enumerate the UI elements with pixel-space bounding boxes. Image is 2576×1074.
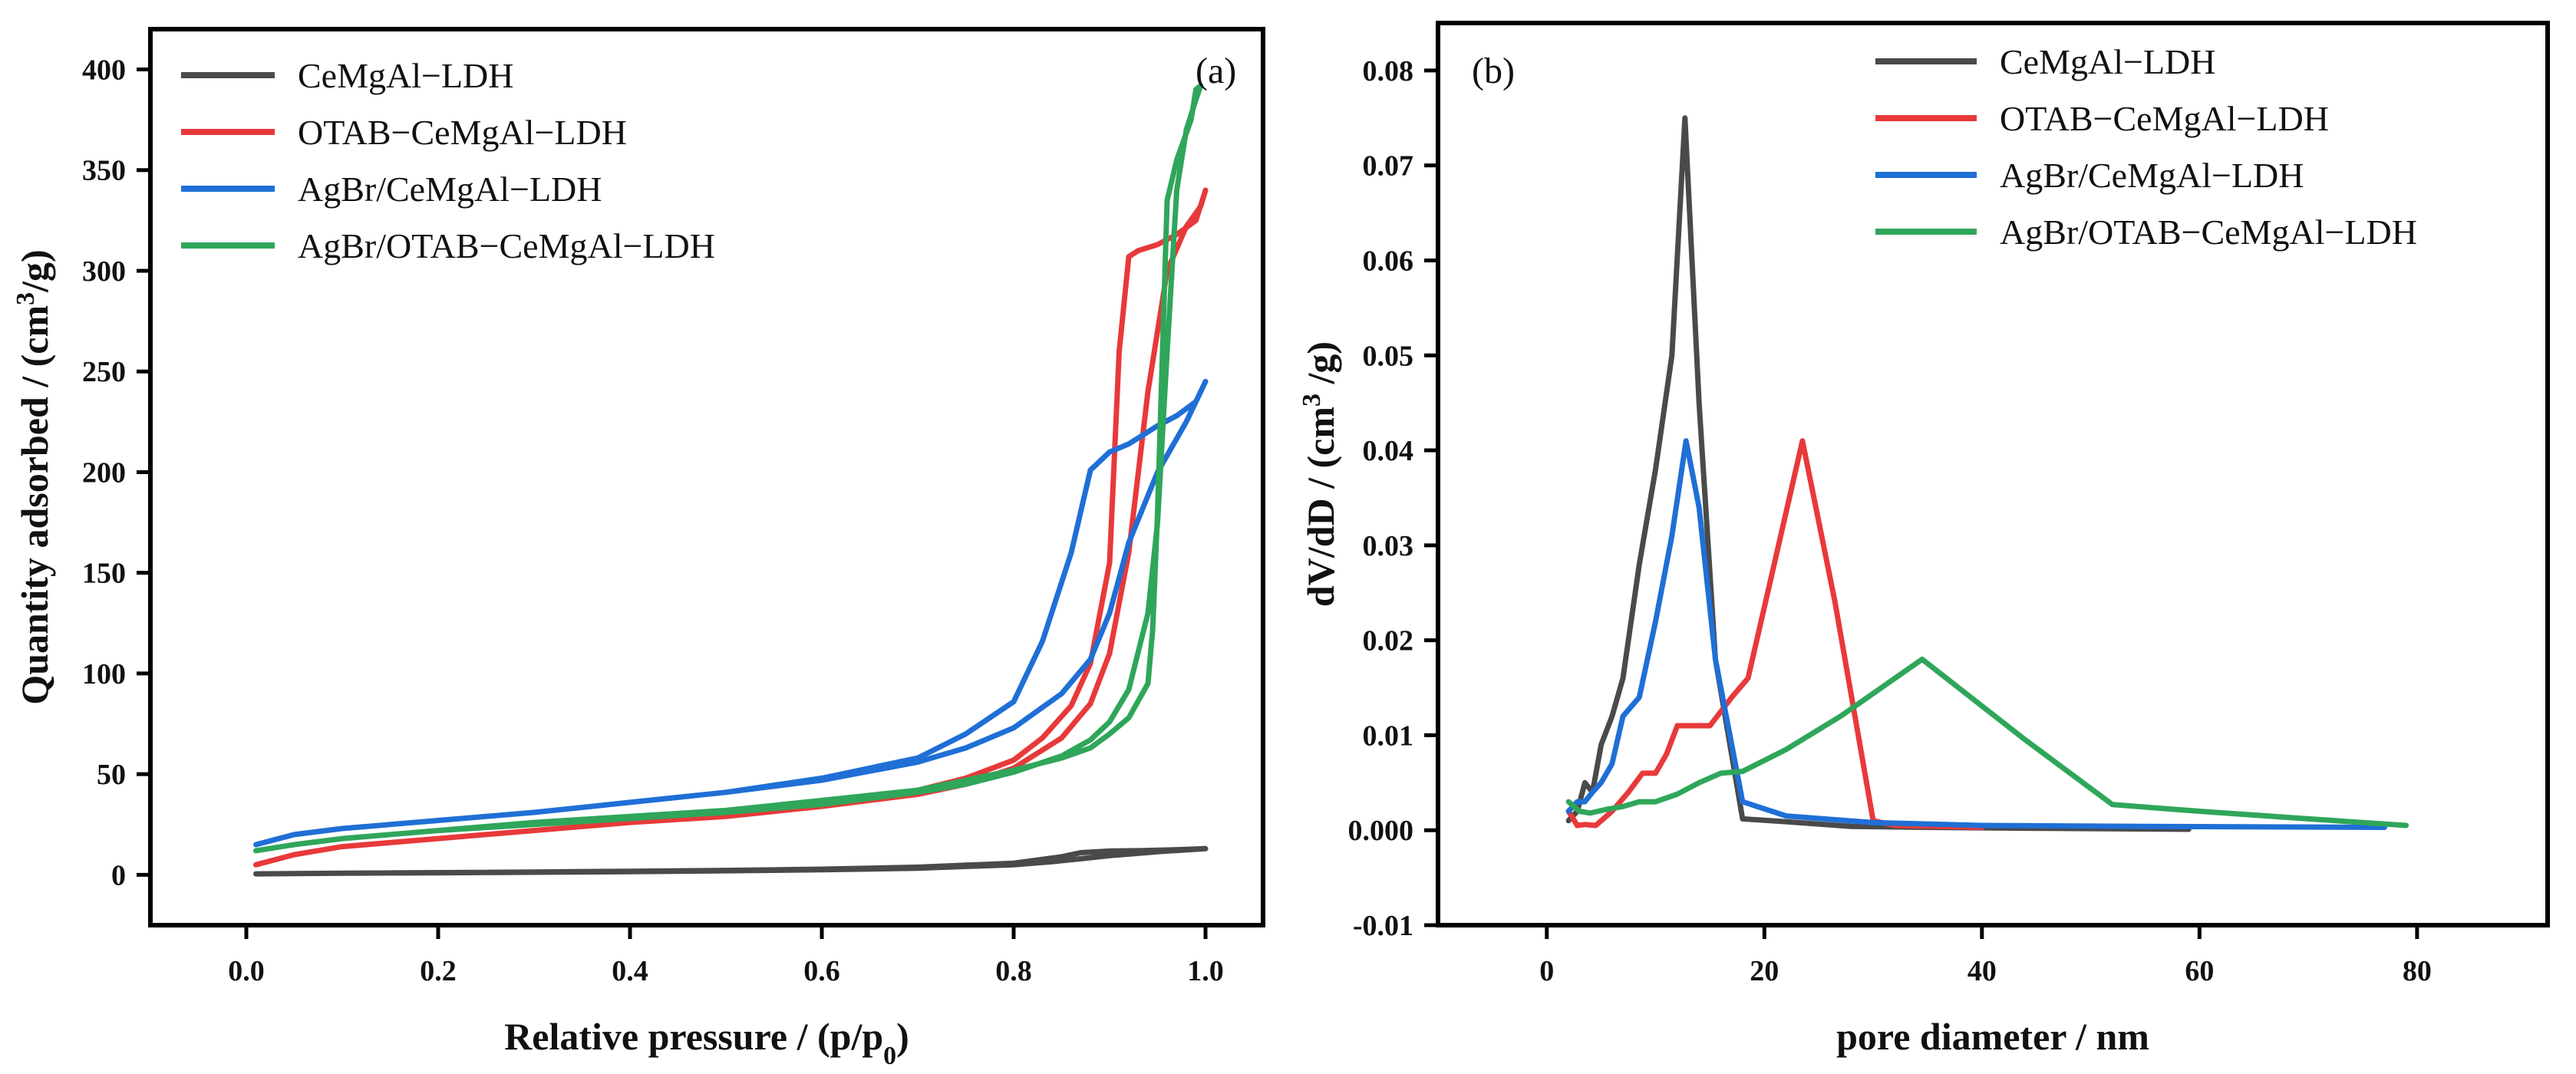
panel-b-x-tick-label: 0: [1539, 955, 1554, 987]
panel-b-y-tick-label: 0.04: [1363, 435, 1414, 467]
panel-a-y-tick-label: 50: [97, 759, 126, 791]
panel-a-x-axis-label-main: Relative pressure / (p/p: [504, 1015, 883, 1058]
panel-b-series: [1565, 115, 2409, 832]
panel-b-series-otab-cemgal-ldh: [1565, 438, 1985, 830]
panel-a-x-tick-label: 0.2: [420, 955, 457, 987]
panel-a-y-tick-label: 0: [111, 859, 126, 891]
panel-a-y-tick-label: 200: [82, 456, 126, 489]
panel-a-y-axis-label-end: /g): [13, 249, 56, 293]
panel-b-legend-label-otab-cemgal-ldh: OTAB−CeMgAl−LDH: [2000, 99, 2329, 138]
panel-b-x-axis-label: pore diameter / nm: [1836, 1015, 2149, 1058]
panel-b-y-tick-label: 0.05: [1363, 340, 1414, 372]
panel-b-legend-label-agbr-otab-cemgal-ldh: AgBr/OTAB−CeMgAl−LDH: [2000, 212, 2417, 252]
panel-a-series-otab-cemgal-ldh: [253, 187, 1209, 868]
panel-a-legend-label-agbr-cemgal-ldh: AgBr/CeMgAl−LDH: [298, 170, 602, 209]
panel-b-plot-frame: [1436, 21, 2550, 927]
panel-a-series-cemgal-ldh: [253, 845, 1209, 877]
panel-b-series-agbr-cemgal-ldh: [1565, 438, 2387, 830]
panel-a-y-tick-label: 100: [82, 658, 126, 690]
panel-a-legend-label-cemgal-ldh: CeMgAl−LDH: [298, 56, 513, 95]
panel-a-x-axis-label-sub: 0: [883, 1042, 896, 1070]
panel-a-series: [253, 83, 1209, 877]
panel-b-x-tick-label: 40: [1967, 955, 1997, 987]
panel-a-y-tick-label: 250: [82, 356, 126, 388]
panel-b-label: (b): [1472, 51, 1515, 91]
panel-a-legend-label-agbr-otab-cemgal-ldh: AgBr/OTAB−CeMgAl−LDH: [298, 226, 715, 265]
panel-a-y-tick-label: 300: [82, 255, 126, 288]
panel-b-legend: CeMgAl−LDH OTAB−CeMgAl−LDH AgBr/CeMgAl−LDH…: [1875, 42, 2417, 252]
panel-b-y-tick-label: 0.03: [1363, 530, 1414, 562]
panel-a-x-axis-label: Relative pressure / (p/p0): [504, 1015, 909, 1070]
panel-b-x-tick-label: 20: [1750, 955, 1779, 987]
panel-a-legend: CeMgAl−LDH OTAB−CeMgAl−LDH AgBr/CeMgAl−LDH…: [181, 56, 715, 265]
panel-b-y-axis-label-end: /g): [1299, 341, 1342, 394]
panel-a-y-tick-label: 400: [82, 54, 126, 86]
panel-b-y-tick-label: 0.06: [1363, 245, 1414, 277]
panel-a-y-axis-label-sup: 3: [12, 292, 40, 305]
panel-a-plot-frame: [148, 27, 1265, 927]
panel-a-ticks: 0.0 0.2 0.4 0.6 0.8 1.0 0 50 100 150 200 250 300 350 4…: [82, 54, 1224, 987]
panel-b-x-tick-label: 80: [2403, 955, 2432, 987]
panel-b-series-agbr-otab-cemgal-ldh: [1565, 656, 2409, 829]
panel-a-x-tick-label: 0.0: [228, 955, 265, 987]
panel-a-legend-label-otab-cemgal-ldh: OTAB−CeMgAl−LDH: [298, 113, 627, 152]
panel-a-series-agbr-otab-cemgal-ldh: [253, 83, 1204, 854]
panel-b-y-axis-label-main: dV/dD / (cm: [1299, 407, 1342, 607]
panel-a-x-axis-label-end: ): [896, 1015, 909, 1058]
panel-b-x-tick-label: 60: [2185, 955, 2214, 987]
panel-b-y-tick-label: 0.000: [1348, 815, 1414, 847]
panel-b-y-axis-label-sup: 3: [1298, 394, 1326, 407]
panel-b-y-tick-label: -0.01: [1353, 910, 1413, 942]
panel-a-label: (a): [1196, 51, 1236, 91]
panel-b-y-tick-label: 0.07: [1363, 150, 1414, 183]
panel-b-y-axis-label: dV/dD / (cm3 /g): [1298, 341, 1343, 607]
panel-b-y-tick-label: 0.08: [1363, 55, 1414, 87]
panel-a-x-tick-label: 0.8: [995, 955, 1032, 987]
panel-a-x-tick-label: 1.0: [1187, 955, 1224, 987]
panel-a-x-tick-label: 0.6: [803, 955, 840, 987]
panel-a-y-tick-label: 350: [82, 155, 126, 187]
panel-a-y-tick-label: 150: [82, 558, 126, 590]
panel-b-legend-label-cemgal-ldh: CeMgAl−LDH: [2000, 42, 2215, 81]
panel-b-y-tick-label: 0.01: [1363, 720, 1414, 752]
panel-a-series-agbr-cemgal-ldh: [253, 378, 1209, 848]
panel-b-ticks: 0 20 40 60 80 -0.01 0.000 0.01 0.02 0.03 0.04 0.05 0…: [1348, 55, 2432, 987]
panel-a-y-axis-label: Quantity adsorbed / (cm3/g): [12, 249, 57, 704]
panel-b-y-tick-label: 0.02: [1363, 625, 1414, 657]
chart-panel-b: 0 20 40 60 80 -0.01 0.000 0.01 0.02 0.03 0.04 0.05 0…: [1298, 21, 2550, 1058]
chart-panel-a: 0.0 0.2 0.4 0.6 0.8 1.0 0 50 100 150 200 250 300 350 4…: [12, 27, 1265, 1070]
panel-a-y-axis-label-main: Quantity adsorbed / (cm: [13, 305, 56, 705]
panel-a-x-tick-label: 0.4: [612, 955, 648, 987]
panel-b-legend-label-agbr-cemgal-ldh: AgBr/CeMgAl−LDH: [2000, 156, 2304, 195]
